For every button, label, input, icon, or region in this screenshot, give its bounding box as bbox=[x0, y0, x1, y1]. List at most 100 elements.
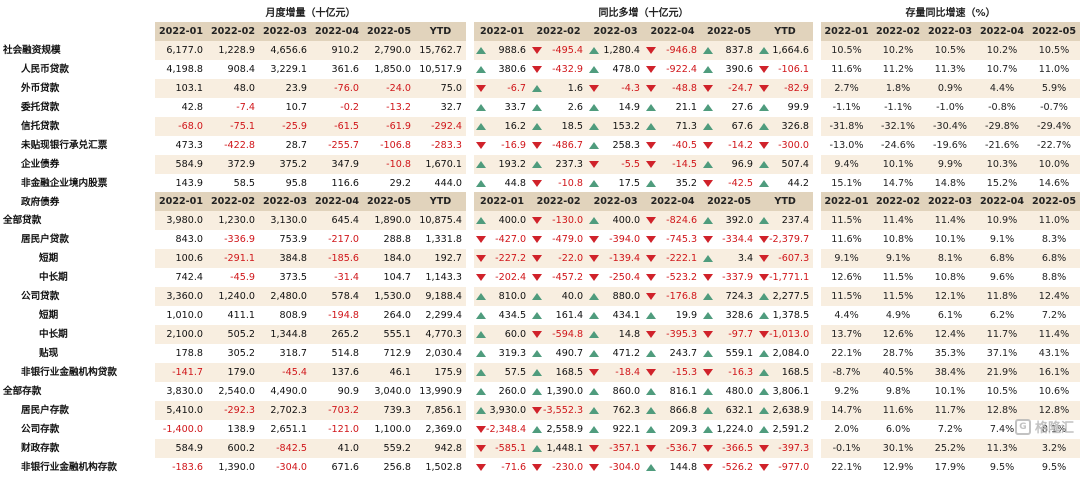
arrow-down-icon bbox=[759, 66, 769, 73]
arrow-up-icon bbox=[646, 407, 657, 414]
monthly-cell: 184.0 bbox=[383, 253, 411, 264]
growth-cell: 10.1% bbox=[882, 159, 914, 170]
growth-cell: 10.6% bbox=[1038, 386, 1070, 397]
yoy-cell: 168.5 bbox=[757, 363, 813, 382]
monthly-cell: -292.4 bbox=[431, 121, 462, 132]
monthly-cell: 739.3 bbox=[383, 405, 411, 416]
arrow-up-icon bbox=[759, 180, 769, 187]
arrow-up-icon bbox=[589, 293, 600, 300]
table-row: -202.4 -457.2 -250.4 -523.2 -337.9 -1,771.1 bbox=[474, 268, 814, 287]
table-row: 22.1% 12.9% 17.9% 9.5% 9.5% bbox=[821, 458, 1080, 477]
row-label: 信托贷款 bbox=[21, 121, 60, 132]
monthly-cell: 411.1 bbox=[227, 310, 255, 321]
yoy-value: 328.6 bbox=[725, 310, 754, 321]
growth-cell: -32.1% bbox=[881, 121, 915, 132]
growth-cell: 14.6% bbox=[1038, 178, 1070, 189]
arrow-down-icon bbox=[476, 142, 486, 149]
yoy-cell: 17.5 bbox=[587, 174, 644, 193]
arrow-down-icon bbox=[476, 274, 486, 281]
yoy-value: 40.0 bbox=[561, 291, 584, 302]
yoy-value: -71.6 bbox=[501, 462, 527, 473]
growth-cell: 10.1% bbox=[934, 234, 966, 245]
arrow-down-icon bbox=[532, 217, 543, 224]
yoy-value: 2,638.9 bbox=[772, 405, 810, 416]
yoy-cell: -745.3 bbox=[644, 230, 701, 249]
growth-cell: 8.3% bbox=[1041, 234, 1067, 245]
monthly-cell: 808.9 bbox=[279, 310, 307, 321]
arrow-up-icon bbox=[703, 217, 714, 224]
watermark-text: 格隆汇 bbox=[1034, 421, 1074, 436]
row-label: 全部存款 bbox=[3, 386, 42, 397]
column-header: 2022-03 bbox=[924, 192, 976, 211]
yoy-cell: 507.4 bbox=[757, 155, 813, 174]
growth-cell: 7.2% bbox=[1041, 310, 1067, 321]
yoy-cell: -250.4 bbox=[587, 268, 644, 287]
yoy-cell: -432.9 bbox=[530, 60, 587, 79]
growth-cell: 9.4% bbox=[834, 159, 859, 170]
yoy-cell: -222.1 bbox=[644, 249, 701, 268]
yoy-cell: 478.0 bbox=[587, 60, 644, 79]
yoy-cell: 880.0 bbox=[587, 287, 644, 306]
yoy-value: 380.6 bbox=[498, 64, 526, 75]
table-row: -0.1% 30.1% 25.2% 11.3% 3.2% bbox=[821, 439, 1080, 458]
monthly-cell: 305.2 bbox=[227, 348, 255, 359]
yoy-cell: 14.9 bbox=[587, 98, 644, 117]
yoy-value: -5.5 bbox=[621, 159, 640, 170]
monthly-cell: 600.2 bbox=[227, 443, 255, 454]
growth-cell: 6.2% bbox=[989, 310, 1015, 321]
arrow-up-icon bbox=[532, 426, 543, 433]
monthly-cell: -10.8 bbox=[386, 159, 411, 170]
table-row: -31.8% -32.1% -30.4% -29.8% -29.4% bbox=[821, 117, 1080, 136]
monthly-cell: 46.1 bbox=[389, 367, 411, 378]
arrow-up-icon bbox=[589, 142, 599, 149]
arrow-up-icon bbox=[476, 369, 486, 376]
growth-cell: 6.8% bbox=[989, 253, 1015, 264]
yoy-value: -946.8 bbox=[666, 45, 697, 56]
yoy-value: -24.7 bbox=[728, 83, 753, 94]
yoy-cell: -977.0 bbox=[757, 458, 813, 477]
yoy-cell: -536.7 bbox=[644, 439, 701, 458]
yoy-cell: 724.3 bbox=[701, 287, 757, 306]
growth-cell: 9.1% bbox=[989, 234, 1015, 245]
yoy-cell: -5.5 bbox=[587, 155, 644, 174]
yoy-cell: 319.3 bbox=[474, 344, 530, 363]
yoy-value: -357.1 bbox=[609, 443, 641, 454]
growth-cell: 11.6% bbox=[882, 405, 914, 416]
growth-cell: 11.3% bbox=[986, 443, 1018, 454]
yoy-value: -304.0 bbox=[609, 462, 641, 473]
yoy-cell: -946.8 bbox=[644, 41, 701, 60]
arrow-up-icon bbox=[589, 331, 600, 338]
column-header: 2022-02 bbox=[207, 192, 259, 211]
yoy-cell: -16.3 bbox=[701, 363, 757, 382]
column-header: 2022-04 bbox=[644, 192, 702, 211]
yoy-value: 1.6 bbox=[567, 83, 583, 94]
yoy-cell: -14.2 bbox=[701, 136, 757, 155]
yoy-cell: 762.3 bbox=[587, 401, 644, 420]
yoy-cell: -97.7 bbox=[701, 325, 757, 344]
monthly-cell: 4,770.3 bbox=[425, 329, 462, 340]
growth-cell: 15.2% bbox=[986, 178, 1018, 189]
section1-growth-table: 存量同比增速（%） 2022-01 2022-02 2022-03 2022-04 20… bbox=[821, 0, 1080, 212]
row-label: 外币贷款 bbox=[21, 83, 60, 94]
growth-cell: 7.2% bbox=[937, 424, 963, 435]
arrow-up-icon bbox=[703, 426, 714, 433]
table-row: 843.0 -336.9 753.9 -217.0 288.8 1,331.8 bbox=[155, 230, 466, 249]
monthly-cell: 138.9 bbox=[227, 424, 255, 435]
column-header: 2022-01 bbox=[155, 22, 207, 41]
monthly-cell: 505.2 bbox=[227, 329, 255, 340]
growth-cell: 4.4% bbox=[989, 83, 1015, 94]
arrow-down-icon bbox=[589, 274, 600, 281]
yoy-cell: 3,930.0 bbox=[474, 401, 530, 420]
growth-cell: -0.7% bbox=[1040, 102, 1068, 113]
row-label: 企业债券 bbox=[21, 159, 60, 170]
arrow-down-icon bbox=[703, 274, 714, 281]
arrow-up-icon bbox=[646, 104, 656, 111]
arrow-up-icon bbox=[703, 293, 714, 300]
growth-cell: 17.9% bbox=[934, 462, 966, 473]
growth-cell: -0.8% bbox=[988, 102, 1016, 113]
growth-cell: 6.8% bbox=[1041, 253, 1067, 264]
table-row: -8.7% 40.5% 38.4% 21.9% 16.1% bbox=[821, 363, 1080, 382]
yoy-cell: -106.1 bbox=[757, 60, 813, 79]
monthly-cell: -194.8 bbox=[328, 310, 359, 321]
growth-cell: 9.1% bbox=[885, 253, 911, 264]
